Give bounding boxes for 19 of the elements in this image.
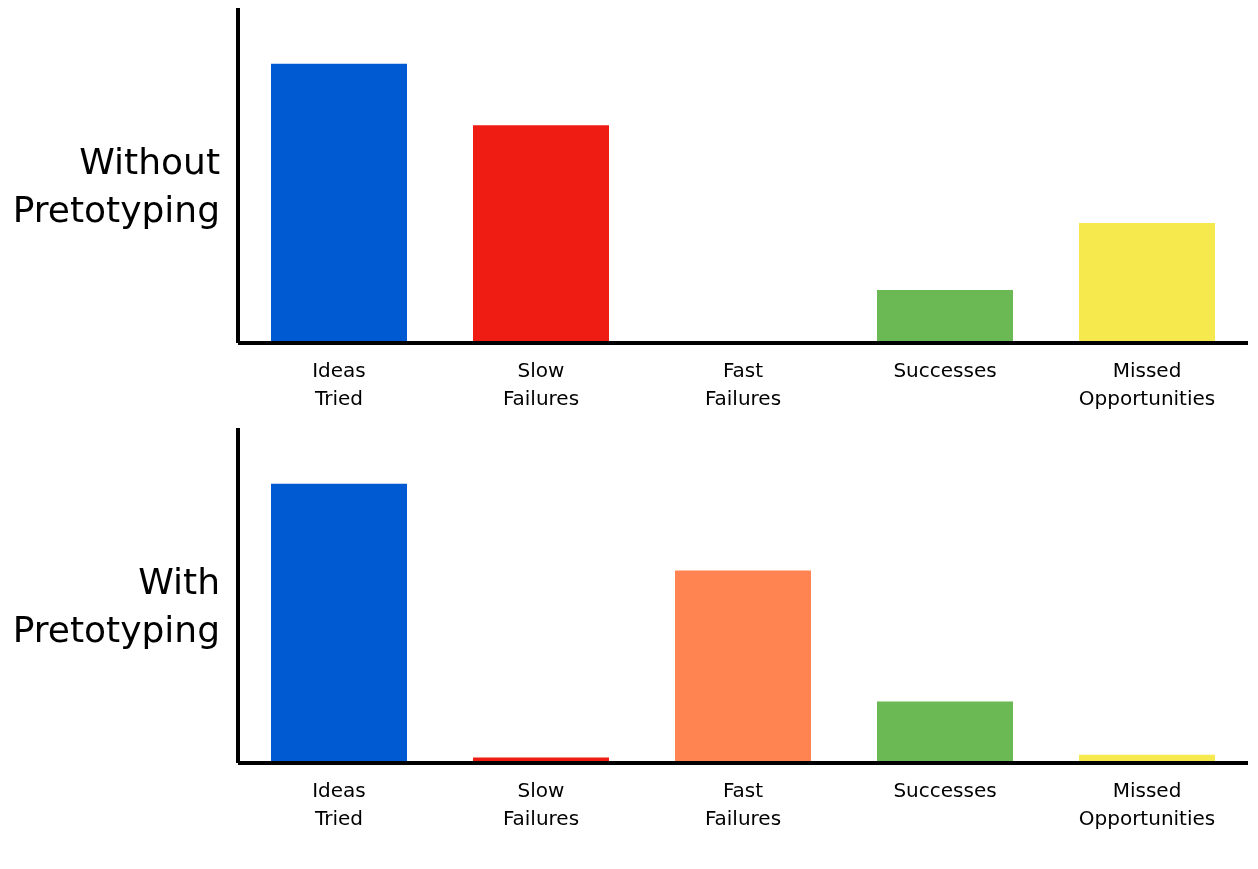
x-tick-label: Successes <box>893 358 997 382</box>
bar <box>675 570 811 763</box>
bar <box>877 289 1013 343</box>
x-tick-label: Missed Opportunities <box>1078 358 1216 410</box>
bar <box>473 125 609 343</box>
bar <box>271 483 407 763</box>
x-tick-label: Fast Failures <box>704 358 782 410</box>
x-tick-label: Ideas Tried <box>312 778 366 830</box>
y-axis-title: Without Pretotyping <box>11 140 220 232</box>
bar <box>271 63 407 343</box>
y-axis-title: With Pretotyping <box>11 560 220 652</box>
bar <box>1079 222 1215 343</box>
x-tick-label: Fast Failures <box>704 778 782 830</box>
x-tick-label: Slow Failures <box>502 358 580 410</box>
x-tick-label: Slow Failures <box>502 778 580 830</box>
x-tick-label: Successes <box>893 778 997 802</box>
x-tick-label: Missed Opportunities <box>1078 778 1216 830</box>
bar <box>877 701 1013 763</box>
x-tick-label: Ideas Tried <box>312 358 366 410</box>
